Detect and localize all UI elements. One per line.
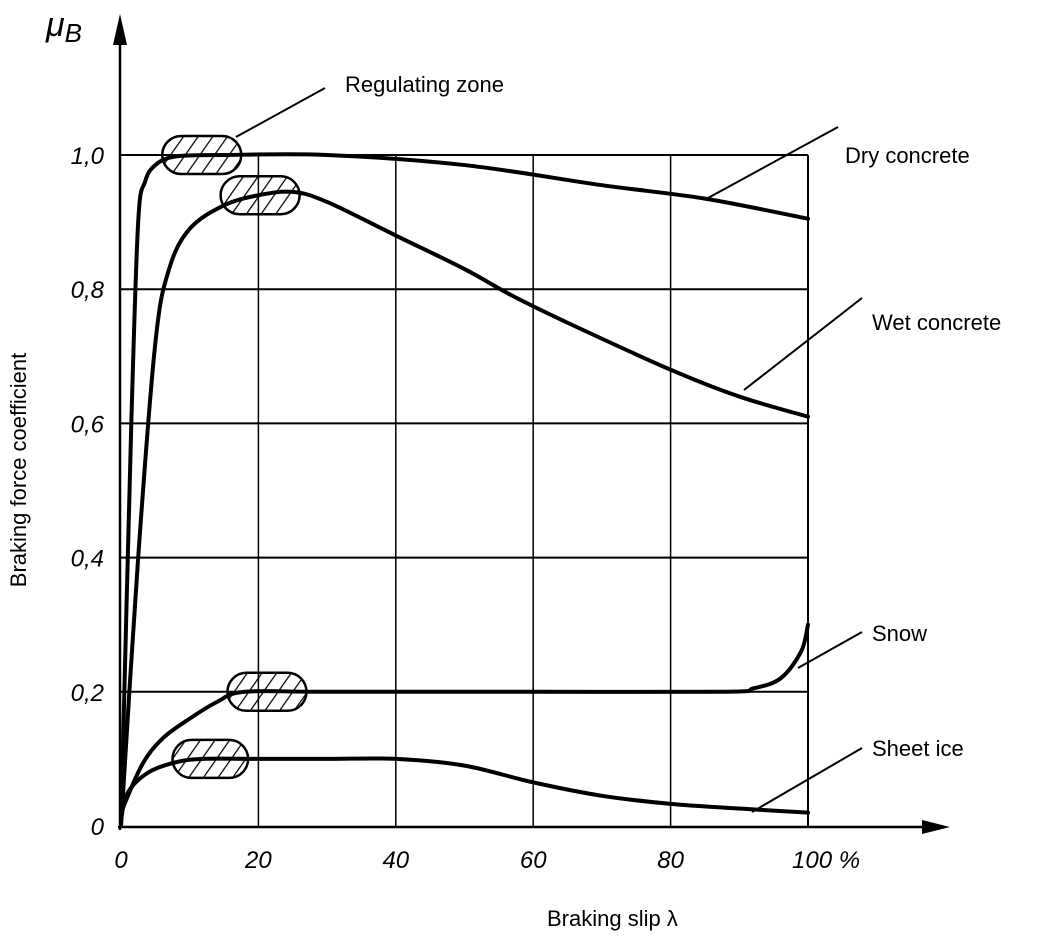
curve-wet-concrete [119, 189, 810, 828]
label-wet-concrete: Wet concrete [872, 310, 1001, 335]
x-tick-label: 80 [657, 847, 684, 874]
leader-sheet-ice [751, 747, 863, 813]
x-tick-label: 20 [244, 847, 272, 874]
y-tick-label: 1,0 [71, 143, 105, 170]
leader-dry-concrete [707, 126, 839, 199]
leader-wet-concrete [743, 297, 863, 391]
x-tick-label: 100 % [792, 847, 860, 874]
curve-dry-concrete [119, 152, 810, 828]
x-tick-label: 40 [382, 847, 409, 874]
tick-labels: 0 0,2 0,4 0,6 0,8 1,0 0 20 40 60 80 100 % [71, 143, 860, 874]
x-axis-label: Braking slip λ [547, 906, 678, 931]
y-axis-label: Braking force coefficient [6, 353, 31, 587]
y-tick-label: 0,8 [71, 277, 105, 304]
y-symbol: μB [45, 6, 82, 48]
curve-sheet-ice [119, 756, 810, 822]
x-axis-arrow [922, 820, 950, 834]
y-tick-label: 0 [91, 814, 105, 841]
regulating-zones [160, 134, 308, 780]
grid [121, 154, 809, 826]
y-tick-label: 0,2 [71, 680, 104, 707]
y-axis-arrow [113, 14, 127, 45]
leader-snow [797, 631, 863, 669]
leader-regulating-zone [235, 87, 326, 138]
curves [119, 152, 810, 828]
leader-lines [235, 87, 863, 813]
axes [113, 14, 950, 834]
label-snow: Snow [872, 621, 927, 646]
label-dry-concrete: Dry concrete [845, 143, 970, 168]
x-tick-label: 0 [114, 847, 128, 874]
curve-snow [119, 622, 810, 815]
y-tick-label: 0,6 [71, 411, 105, 438]
label-sheet-ice: Sheet ice [872, 736, 964, 761]
label-regulating-zone: Regulating zone [345, 72, 504, 97]
x-tick-label: 60 [520, 847, 547, 874]
y-tick-label: 0,4 [71, 546, 104, 573]
